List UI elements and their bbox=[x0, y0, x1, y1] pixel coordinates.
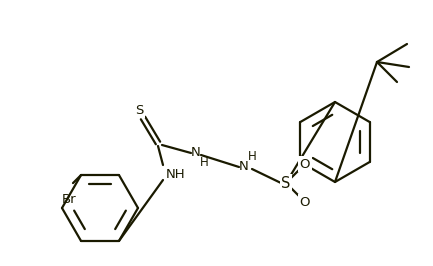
Text: NH: NH bbox=[166, 168, 186, 181]
Text: H: H bbox=[200, 156, 208, 169]
Text: N: N bbox=[191, 147, 201, 160]
Text: N: N bbox=[239, 160, 249, 173]
Text: O: O bbox=[300, 196, 310, 209]
Text: O: O bbox=[300, 157, 310, 171]
Text: Br: Br bbox=[61, 193, 76, 206]
Text: S: S bbox=[281, 176, 291, 190]
Text: H: H bbox=[248, 151, 256, 164]
Text: S: S bbox=[135, 103, 143, 117]
